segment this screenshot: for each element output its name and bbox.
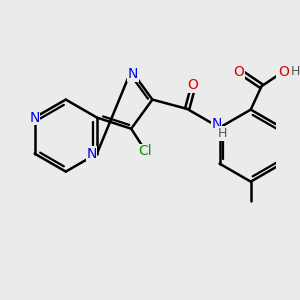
Text: O: O <box>278 65 289 79</box>
Text: N: N <box>211 117 222 131</box>
Text: N: N <box>86 147 97 160</box>
Text: O: O <box>233 65 244 79</box>
Text: H: H <box>218 127 227 140</box>
Text: N: N <box>29 111 40 124</box>
Text: Cl: Cl <box>138 144 152 158</box>
Text: H: H <box>291 65 300 78</box>
Text: O: O <box>187 79 198 92</box>
Text: N: N <box>128 67 138 81</box>
